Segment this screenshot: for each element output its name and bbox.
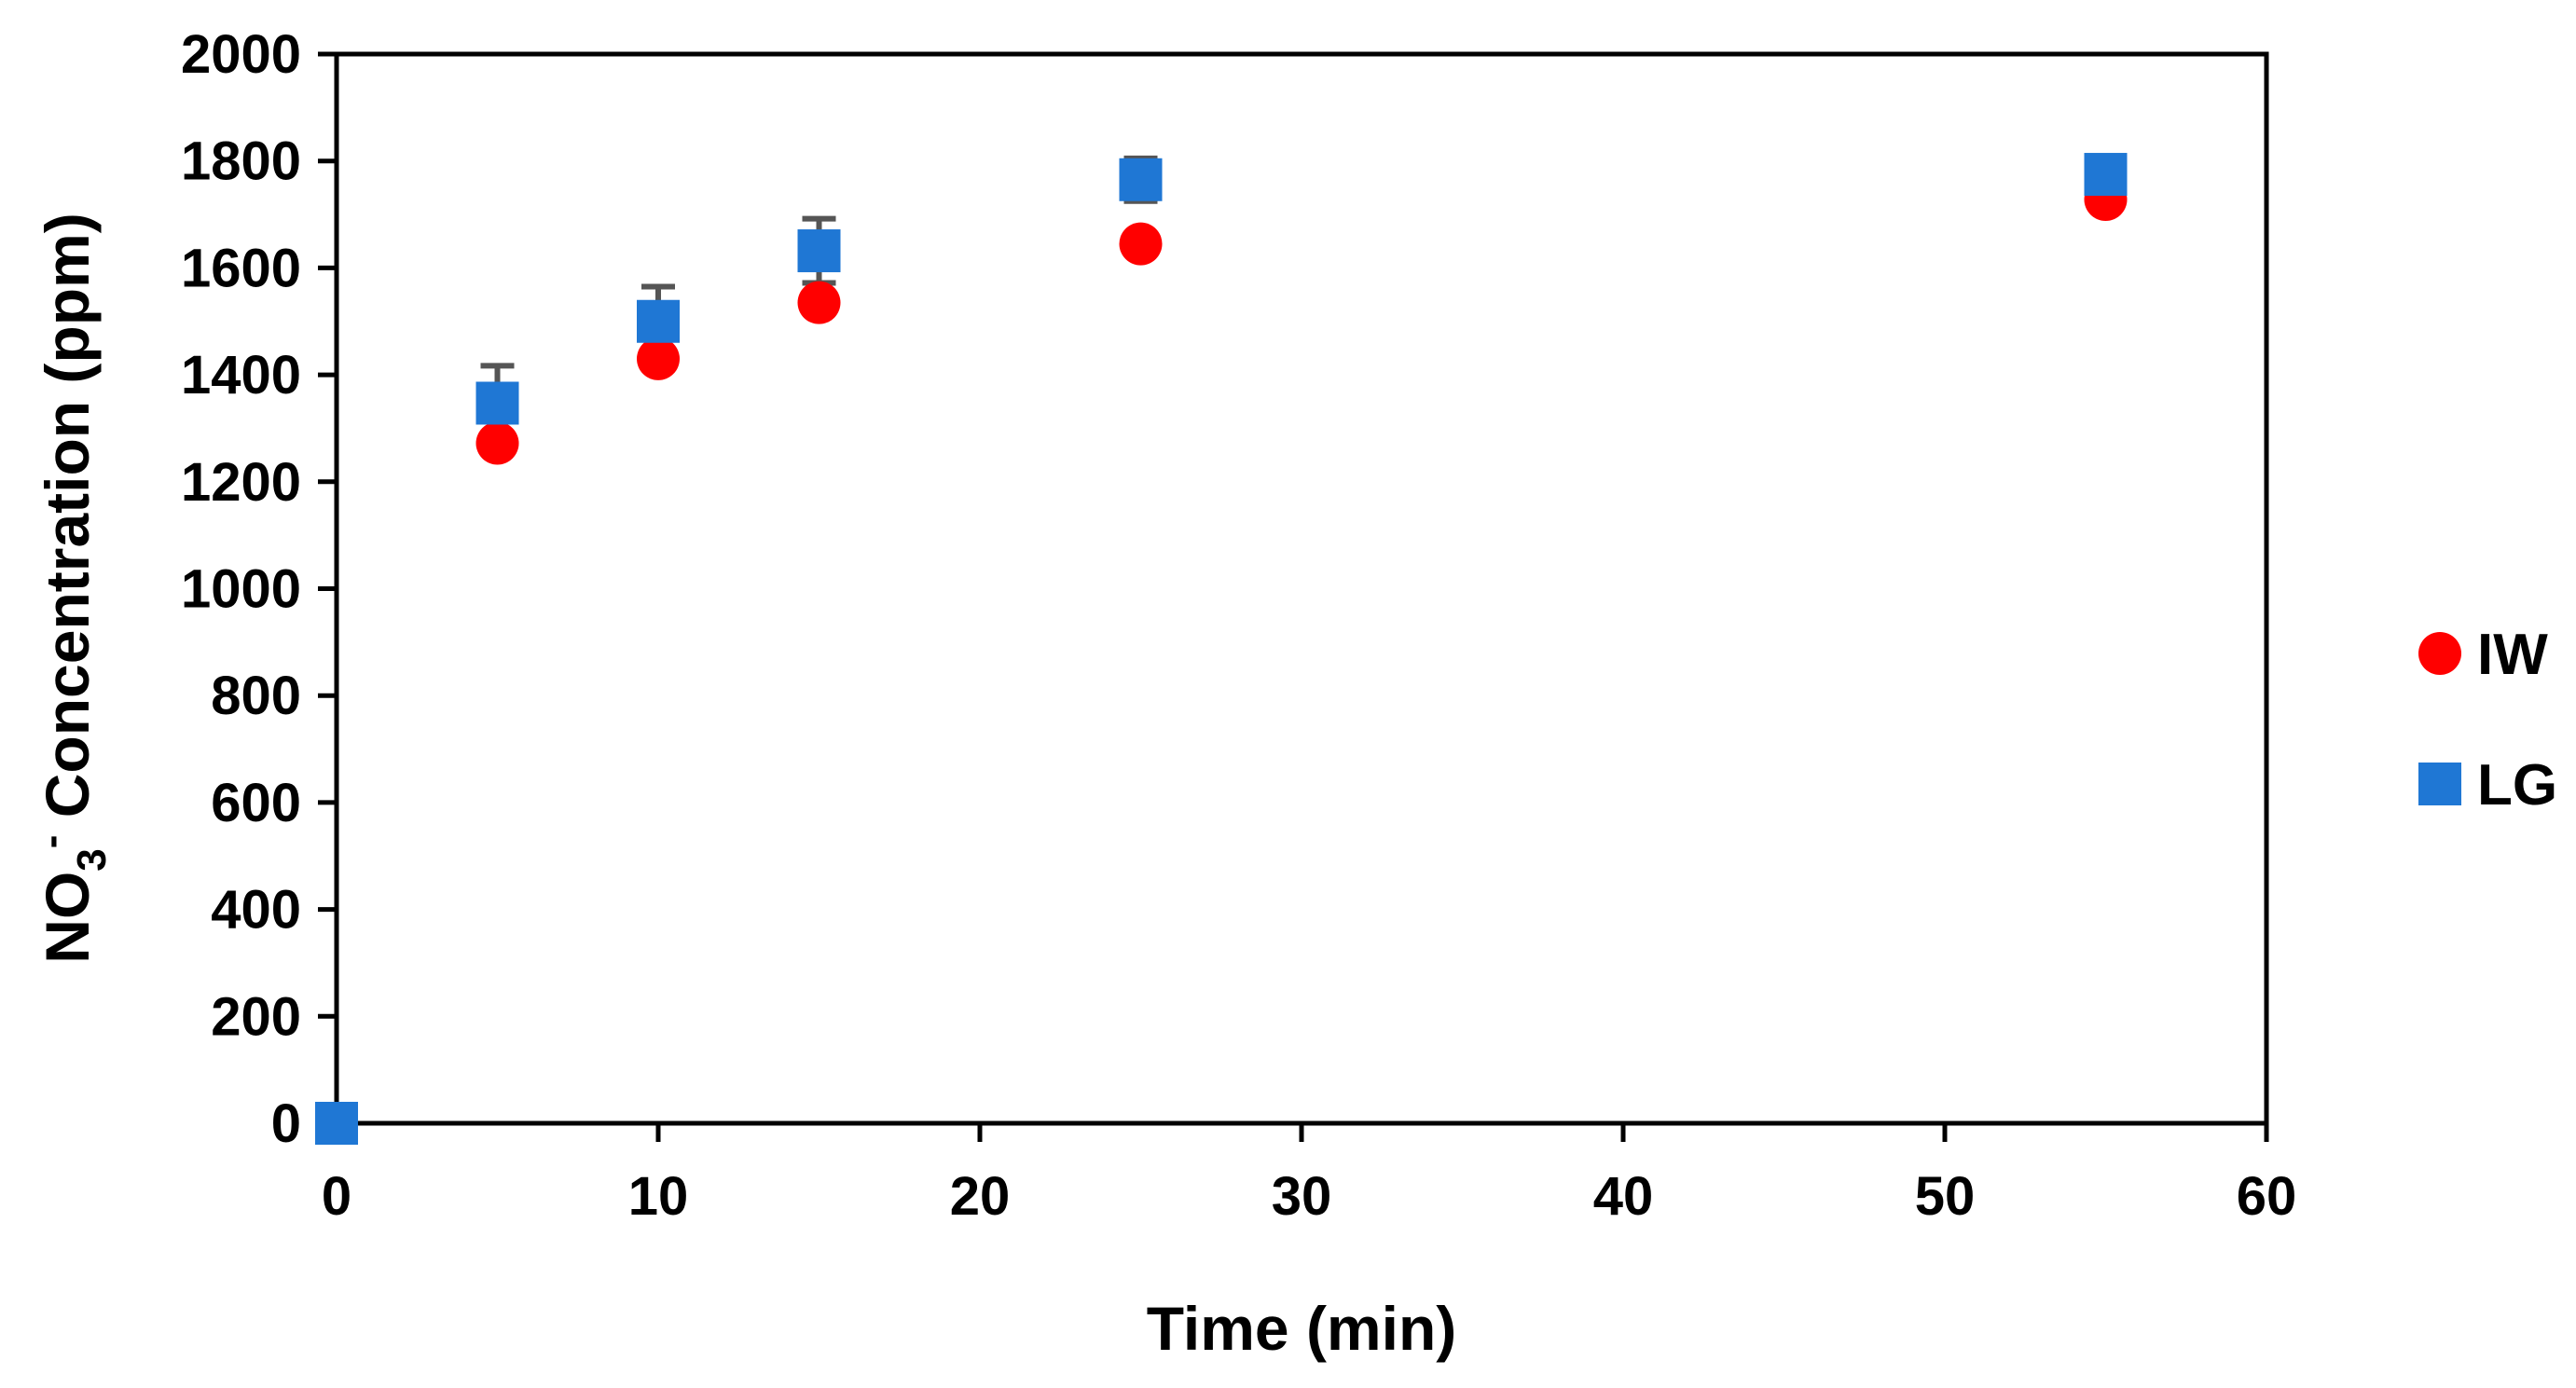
y-axis-ticks: 0 200 400 600 800 1000 1200 1400 1600 1800 2000 [181,24,337,1154]
y-axis-title-subscript: 3 [69,848,115,871]
legend-marker-lg [2418,763,2461,805]
data-point-iw [797,281,841,324]
x-tick-label: 40 [1593,1166,1654,1227]
data-point-lg [475,381,519,425]
legend-label-lg: LG [2477,753,2557,818]
y-tick-label: 1800 [181,131,301,192]
legend-label-iw: IW [2477,623,2548,687]
y-axis-title-superscript: - [28,835,74,849]
data-point-lg [1119,158,1163,201]
y-tick-label: 1400 [181,345,301,405]
y-tick-label: 200 [211,986,301,1047]
x-tick-label: 60 [2237,1166,2297,1227]
x-tick-label: 50 [1915,1166,1976,1227]
data-point-iw [475,421,519,465]
y-tick-label: 0 [271,1093,301,1154]
x-tick-label: 20 [950,1166,1011,1227]
y-axis-title-rest: Concentration (ppm) [33,213,102,834]
data-point-lg [797,229,841,273]
y-tick-label: 2000 [181,24,301,85]
x-tick-label: 10 [628,1166,689,1227]
x-axis-ticks: 0 10 20 30 40 50 60 [322,1123,2296,1227]
y-tick-label: 400 [211,880,301,941]
y-tick-label: 800 [211,666,301,726]
legend: IW LG [2418,623,2557,818]
y-axis-title-main: NO [33,872,102,964]
y-axis-title: NO3- Concentration (ppm) [28,213,115,963]
data-point-lg [2084,153,2128,197]
plot-area-frame [334,51,2269,1126]
y-tick-label: 600 [211,773,301,833]
x-tick-label: 0 [322,1166,351,1227]
data-points [315,153,2128,1145]
data-point-iw [1119,222,1163,266]
x-axis-title: Time (min) [1147,1294,1456,1363]
data-point-lg [315,1102,358,1145]
x-tick-label: 30 [1272,1166,1332,1227]
data-point-lg [637,299,680,343]
legend-marker-iw [2418,632,2461,675]
y-tick-label: 1000 [181,559,301,620]
y-tick-label: 1200 [181,452,301,513]
data-point-iw [637,337,680,380]
y-tick-label: 1600 [181,238,301,298]
